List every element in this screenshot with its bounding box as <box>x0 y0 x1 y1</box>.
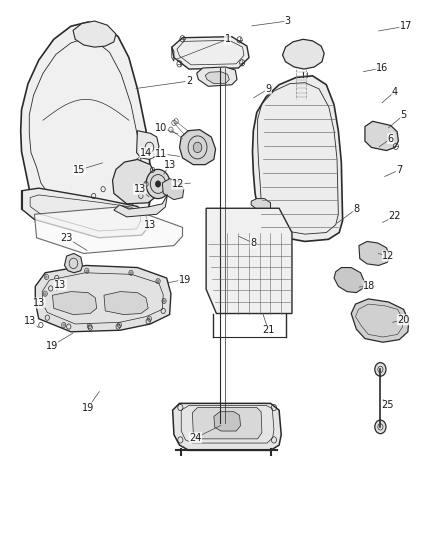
Text: 3: 3 <box>285 16 291 26</box>
Text: 6: 6 <box>388 134 394 143</box>
Circle shape <box>375 420 386 434</box>
Text: 13: 13 <box>163 160 176 169</box>
Text: 18: 18 <box>363 281 375 291</box>
Text: 25: 25 <box>381 400 394 410</box>
Polygon shape <box>21 188 148 238</box>
Text: 2: 2 <box>186 76 192 86</box>
Polygon shape <box>172 37 249 69</box>
Circle shape <box>146 169 170 199</box>
Polygon shape <box>113 159 157 204</box>
Text: 7: 7 <box>396 165 403 175</box>
Polygon shape <box>104 292 148 314</box>
Text: 23: 23 <box>60 233 73 243</box>
Text: 20: 20 <box>397 315 410 325</box>
Polygon shape <box>359 241 390 265</box>
Polygon shape <box>252 76 343 241</box>
Polygon shape <box>334 268 364 293</box>
Polygon shape <box>206 208 292 313</box>
Polygon shape <box>251 220 271 232</box>
Polygon shape <box>137 131 159 159</box>
Text: 1: 1 <box>225 34 231 44</box>
Polygon shape <box>197 67 237 86</box>
Text: 13: 13 <box>134 184 146 194</box>
Text: 19: 19 <box>82 402 94 413</box>
Text: 21: 21 <box>262 325 275 335</box>
Circle shape <box>155 181 161 187</box>
Text: 16: 16 <box>376 63 388 73</box>
Polygon shape <box>64 254 82 273</box>
Text: 13: 13 <box>54 280 66 290</box>
Polygon shape <box>162 179 184 200</box>
Polygon shape <box>35 206 183 254</box>
Polygon shape <box>205 71 230 84</box>
Polygon shape <box>114 195 167 217</box>
Text: 10: 10 <box>155 123 167 133</box>
Polygon shape <box>53 292 97 314</box>
Text: 24: 24 <box>189 433 201 443</box>
Polygon shape <box>21 22 152 225</box>
Text: 17: 17 <box>399 21 412 31</box>
Polygon shape <box>180 130 215 165</box>
Polygon shape <box>214 411 240 431</box>
Text: 13: 13 <box>32 298 45 308</box>
Circle shape <box>375 362 386 376</box>
Text: 13: 13 <box>144 220 156 230</box>
Text: 19: 19 <box>46 341 58 351</box>
Polygon shape <box>35 265 171 332</box>
Polygon shape <box>251 199 271 212</box>
Polygon shape <box>73 21 116 47</box>
Polygon shape <box>173 403 281 450</box>
Text: 9: 9 <box>265 84 272 94</box>
Text: 12: 12 <box>172 179 184 189</box>
Text: 8: 8 <box>250 238 256 248</box>
Polygon shape <box>192 408 262 439</box>
Text: 19: 19 <box>179 274 191 285</box>
Text: 14: 14 <box>140 148 152 158</box>
Text: 8: 8 <box>353 204 360 214</box>
Polygon shape <box>283 39 324 69</box>
Polygon shape <box>365 122 399 150</box>
Text: 11: 11 <box>155 149 167 159</box>
Text: 5: 5 <box>400 110 407 120</box>
Text: 12: 12 <box>382 251 395 261</box>
Text: 15: 15 <box>73 165 86 175</box>
Text: 4: 4 <box>392 86 398 96</box>
Polygon shape <box>351 299 409 342</box>
Circle shape <box>193 142 202 152</box>
Text: 22: 22 <box>389 212 401 221</box>
Text: 13: 13 <box>24 317 36 326</box>
